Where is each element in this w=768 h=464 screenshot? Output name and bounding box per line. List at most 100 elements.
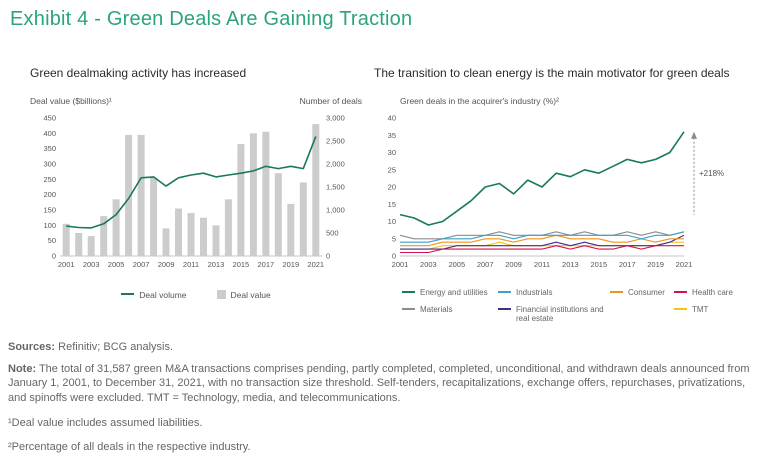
svg-text:25: 25 [388, 165, 396, 174]
svg-text:100: 100 [43, 221, 56, 230]
svg-text:2021: 2021 [307, 260, 324, 269]
svg-text:2019: 2019 [282, 260, 299, 269]
svg-text:350: 350 [43, 144, 56, 153]
svg-text:15: 15 [388, 200, 396, 209]
svg-text:2013: 2013 [562, 260, 579, 269]
number-of-deals-axis-label: Number of deals [299, 96, 362, 106]
svg-text:40: 40 [388, 114, 396, 123]
legend-item-health-care: Health care [674, 288, 752, 297]
note-label: Note: [8, 362, 37, 375]
svg-text:35: 35 [388, 131, 396, 140]
svg-text:2021: 2021 [676, 260, 693, 269]
svg-text:1,500: 1,500 [326, 183, 345, 192]
note-line: Note: The total of 31,587 green M&A tran… [8, 362, 762, 406]
svg-text:2005: 2005 [448, 260, 465, 269]
energy-utilities-label: Energy and utilities [420, 288, 488, 297]
svg-text:0: 0 [326, 252, 330, 261]
energy-utilities-swatch [402, 291, 415, 293]
sources-line: Sources: Refinitiv; BCG analysis. [8, 340, 762, 355]
svg-text:250: 250 [43, 175, 56, 184]
legend-column-4: Health care TMT [674, 288, 752, 323]
svg-text:10: 10 [388, 217, 396, 226]
legend-item-materials: Materials [402, 305, 498, 314]
deal-volume-legend-label: Deal volume [139, 290, 187, 300]
health-care-swatch [674, 291, 687, 293]
legend-item-energy-utilities: Energy and utilities [402, 288, 498, 297]
footnote-1: ¹Deal value includes assumed liabilities… [8, 417, 203, 430]
svg-text:2003: 2003 [420, 260, 437, 269]
svg-text:2,000: 2,000 [326, 160, 345, 169]
svg-text:2011: 2011 [183, 260, 199, 269]
industry-share-panel: The transition to clean energy is the ma… [374, 66, 764, 323]
legend-item-financial-institutions: Financial institutions and real estate [498, 305, 610, 323]
svg-text:2009: 2009 [158, 260, 175, 269]
deal-volume-line-swatch [121, 293, 135, 295]
svg-text:2017: 2017 [619, 260, 636, 269]
materials-swatch [402, 308, 415, 310]
svg-text:2001: 2001 [58, 260, 75, 269]
svg-text:150: 150 [43, 206, 56, 215]
industry-share-title: The transition to clean energy is the ma… [374, 66, 730, 80]
deal-value-legend-label: Deal value [230, 290, 271, 300]
svg-text:2011: 2011 [534, 260, 550, 269]
industry-share-chart: 0 5 10 15 20 25 30 35 40 2001 2003 2005 2007 2009 2011… [388, 114, 724, 270]
legend-column-2: Industrials Financial institutions and r… [498, 288, 610, 323]
svg-text:2003: 2003 [83, 260, 100, 269]
deal-activity-chart: 0 50 100 150 200 250 300 350 400 450 0 500 1,000 1,50… [43, 114, 345, 270]
footer-notes: Sources: Refinitiv; BCG analysis. Note: … [8, 340, 762, 463]
legend-item-deal-value: Deal value [216, 290, 271, 300]
svg-text:20: 20 [388, 183, 396, 192]
sources-label: Sources: [8, 341, 56, 353]
legend-item-consumer: Consumer [610, 288, 674, 297]
svg-text:2001: 2001 [392, 260, 409, 269]
svg-text:2019: 2019 [647, 260, 664, 269]
svg-text:2007: 2007 [133, 260, 150, 269]
svg-text:2017: 2017 [258, 260, 275, 269]
svg-text:2015: 2015 [590, 260, 607, 269]
legend-column-3: Consumer [610, 288, 674, 323]
legend-item-deal-volume: Deal volume [121, 290, 187, 300]
legend-item-tmt: TMT [674, 305, 752, 314]
industrials-swatch [498, 291, 511, 293]
deal-value-bar-swatch [216, 290, 226, 299]
svg-text:2015: 2015 [233, 260, 250, 269]
exhibit-title: Exhibit 4 - Green Deals Are Gaining Trac… [10, 8, 413, 30]
tmt-swatch [674, 308, 687, 310]
svg-text:300: 300 [43, 160, 56, 169]
legend-column-1: Energy and utilities Materials [402, 288, 498, 323]
note-text: The total of 31,587 green M&A transactio… [8, 362, 750, 404]
consumer-label: Consumer [628, 288, 665, 297]
tmt-label: TMT [692, 305, 709, 314]
footnote-2: ²Percentage of all deals in the respecti… [8, 440, 251, 453]
svg-text:2013: 2013 [208, 260, 225, 269]
health-care-label: Health care [692, 288, 733, 297]
industry-share-legend: Energy and utilities Materials Industria… [402, 288, 764, 323]
svg-text:50: 50 [48, 236, 56, 245]
svg-text:200: 200 [43, 190, 56, 199]
svg-text:450: 450 [43, 114, 56, 123]
deal-activity-panel: Green dealmaking activity has increased … [30, 66, 362, 300]
svg-text:500: 500 [326, 229, 339, 238]
svg-text:5: 5 [392, 234, 396, 243]
deal-value-axis-label: Deal value ($billions)¹ [30, 96, 112, 106]
materials-label: Materials [420, 305, 453, 314]
svg-text:0: 0 [52, 252, 56, 261]
industry-share-axis-label: Green deals in the acquirer's industry (… [400, 96, 559, 106]
consumer-swatch [610, 291, 623, 293]
svg-text:400: 400 [43, 129, 56, 138]
svg-text:2005: 2005 [108, 260, 125, 269]
financial-institutions-label: Financial institutions and real estate [516, 305, 604, 323]
svg-text:1,000: 1,000 [326, 206, 345, 215]
svg-text:+218%: +218% [699, 169, 724, 178]
svg-text:2007: 2007 [477, 260, 494, 269]
svg-text:0: 0 [392, 252, 396, 261]
sources-text: Refinitiv; BCG analysis. [55, 341, 174, 353]
svg-text:2009: 2009 [505, 260, 522, 269]
svg-text:30: 30 [388, 148, 396, 157]
deal-activity-title: Green dealmaking activity has increased [30, 66, 247, 80]
deal-activity-legend: Deal volume Deal value [30, 290, 362, 300]
svg-text:2,500: 2,500 [326, 137, 345, 146]
deal-activity-axis-captions: Deal value ($billions)¹ Number of deals [30, 96, 362, 106]
financial-institutions-swatch [498, 308, 511, 310]
